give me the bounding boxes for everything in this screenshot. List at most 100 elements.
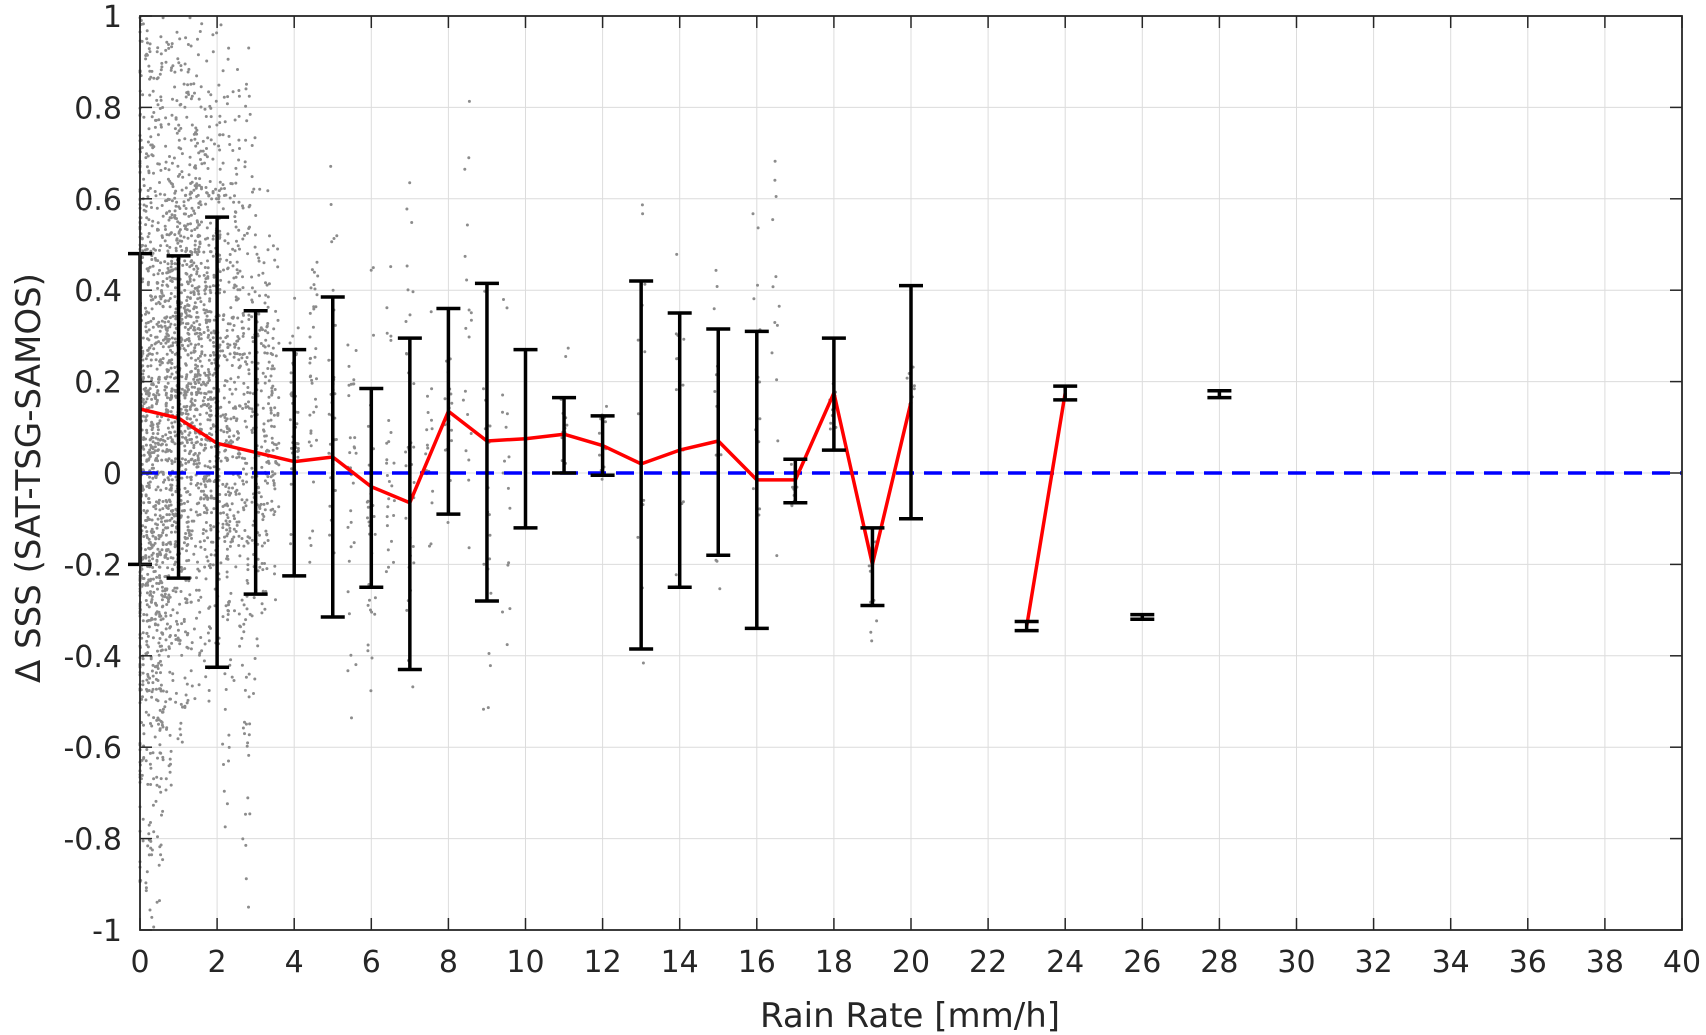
scatter-point	[231, 440, 235, 444]
scatter-point	[157, 501, 161, 505]
scatter-point	[204, 485, 208, 489]
scatter-point	[346, 590, 350, 594]
scatter-point	[141, 683, 145, 687]
scatter-point	[168, 550, 172, 554]
scatter-point	[186, 222, 190, 226]
scatter-point	[152, 530, 156, 534]
scatter-point	[228, 387, 232, 391]
scatter-point	[221, 482, 225, 486]
scatter-point	[259, 389, 263, 393]
scatter-point	[185, 373, 189, 377]
scatter-point	[223, 239, 227, 243]
scatter-point	[153, 541, 157, 545]
scatter-point	[390, 484, 394, 488]
scatter-point	[276, 413, 280, 416]
scatter-point	[164, 788, 168, 792]
scatter-point	[163, 320, 167, 324]
scatter-point	[225, 425, 229, 429]
scatter-point	[148, 69, 152, 73]
scatter-point	[354, 349, 358, 352]
scatter-point	[193, 228, 197, 231]
scatter-point	[203, 353, 207, 357]
scatter-point	[179, 336, 183, 340]
scatter-point	[250, 475, 254, 479]
scatter-point	[508, 506, 512, 510]
x-tick-label: 28	[1200, 945, 1238, 980]
scatter-point	[150, 352, 154, 356]
scatter-point	[142, 369, 146, 373]
scatter-point	[265, 448, 269, 452]
scatter-point	[246, 386, 250, 389]
scatter-point	[147, 375, 151, 379]
scatter-point	[366, 505, 370, 509]
scatter-point	[190, 263, 194, 267]
scatter-point	[253, 136, 257, 140]
scatter-point	[145, 37, 149, 41]
scatter-point	[161, 632, 165, 636]
scatter-point	[158, 181, 161, 184]
scatter-point	[224, 193, 228, 197]
scatter-point	[179, 590, 183, 593]
scatter-point	[150, 466, 154, 470]
scatter-point	[179, 733, 183, 737]
scatter-point	[147, 311, 151, 315]
scatter-point	[154, 458, 157, 462]
scatter-point	[169, 348, 172, 352]
scatter-point	[189, 482, 193, 486]
scatter-point	[155, 575, 159, 579]
scatter-point	[675, 252, 679, 256]
scatter-point	[179, 569, 183, 573]
scatter-point	[209, 553, 213, 557]
scatter-point	[241, 204, 244, 208]
scatter-point	[179, 68, 183, 72]
scatter-point	[272, 479, 275, 483]
scatter-point	[244, 675, 248, 679]
scatter-point	[189, 342, 193, 346]
x-tick-label: 22	[969, 945, 1007, 980]
scatter-point	[190, 229, 194, 233]
scatter-point	[146, 337, 149, 341]
scatter-point	[193, 373, 197, 377]
scatter-point	[208, 310, 212, 313]
scatter-point	[248, 722, 252, 726]
scatter-point	[296, 455, 300, 459]
scatter-point	[200, 352, 204, 356]
scatter-point	[203, 565, 207, 569]
scatter-point	[467, 478, 471, 482]
scatter-point	[207, 193, 211, 197]
x-tick-label: 4	[285, 945, 304, 980]
scatter-point	[150, 518, 154, 522]
scatter-point	[186, 282, 190, 286]
scatter-point	[196, 364, 199, 368]
scatter-point	[152, 111, 156, 114]
scatter-point	[160, 289, 163, 292]
scatter-point	[167, 299, 171, 303]
scatter-point	[144, 386, 148, 390]
scatter-point	[450, 428, 453, 432]
scatter-point	[144, 329, 148, 333]
scatter-point	[234, 343, 238, 346]
scatter-point	[183, 676, 187, 680]
scatter-point	[371, 266, 375, 270]
scatter-point	[185, 390, 189, 394]
scatter-point	[184, 405, 188, 409]
scatter-point	[259, 502, 263, 506]
scatter-point	[184, 315, 188, 319]
scatter-point	[167, 478, 171, 482]
scatter-point	[169, 625, 172, 629]
scatter-point	[228, 196, 232, 200]
scatter-point	[185, 263, 189, 266]
scatter-point	[200, 438, 204, 441]
scatter-point	[773, 178, 777, 182]
scatter-point	[233, 210, 237, 214]
scatter-point	[168, 500, 172, 504]
scatter-point	[272, 481, 276, 485]
scatter-point	[164, 533, 168, 537]
scatter-point	[234, 284, 238, 288]
scatter-point	[158, 248, 161, 252]
scatter-point	[165, 587, 169, 591]
scatter-point	[487, 652, 491, 655]
scatter-point	[405, 207, 409, 211]
scatter-point	[463, 167, 467, 171]
scatter-point	[270, 499, 274, 503]
